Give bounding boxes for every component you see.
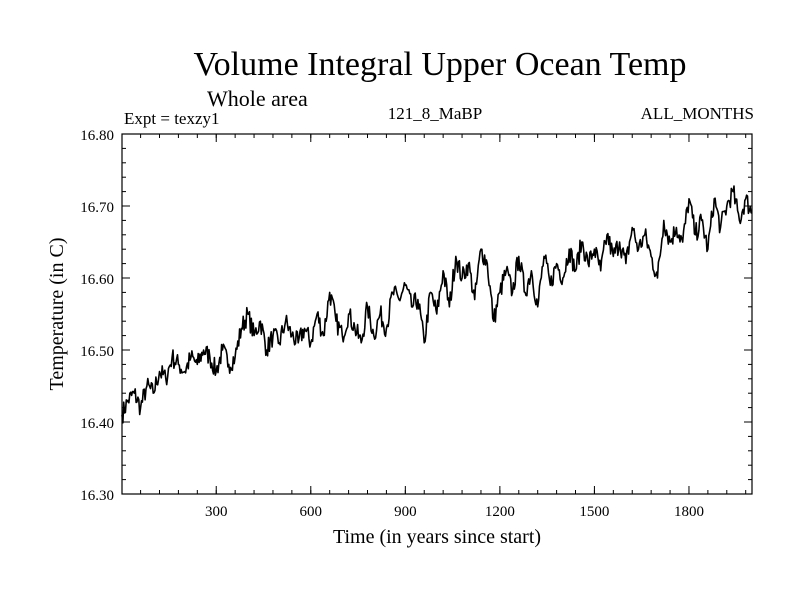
plot-frame <box>121 133 753 495</box>
x-tick-label: 900 <box>394 504 417 520</box>
x-axis-label: Time (in years since start) <box>333 526 541 548</box>
experiment-label: Expt = texzy1 <box>124 109 220 128</box>
x-tick-label: 1500 <box>579 504 609 520</box>
x-tick-label: 600 <box>300 504 323 520</box>
run-label: 121_8_MaBP <box>387 104 483 123</box>
y-tick-label: 16.80 <box>80 128 114 144</box>
x-tick-label: 1200 <box>485 504 515 520</box>
x-tick-label: 300 <box>205 504 228 520</box>
series-line <box>121 185 753 424</box>
x-tick-label: 1800 <box>674 504 704 520</box>
y-tick-label: 16.60 <box>80 272 114 288</box>
y-axis-label: Temperature (in C) <box>46 238 68 391</box>
chart-title: Volume Integral Upper Ocean Temp <box>193 46 687 83</box>
chart-subtitle: Whole area <box>207 86 308 111</box>
y-tick-label: 16.40 <box>80 416 114 432</box>
y-tick-label: 16.30 <box>80 488 114 504</box>
period-label: ALL_MONTHS <box>640 104 754 123</box>
y-tick-label: 16.70 <box>80 200 114 216</box>
y-tick-label: 16.50 <box>80 344 114 360</box>
